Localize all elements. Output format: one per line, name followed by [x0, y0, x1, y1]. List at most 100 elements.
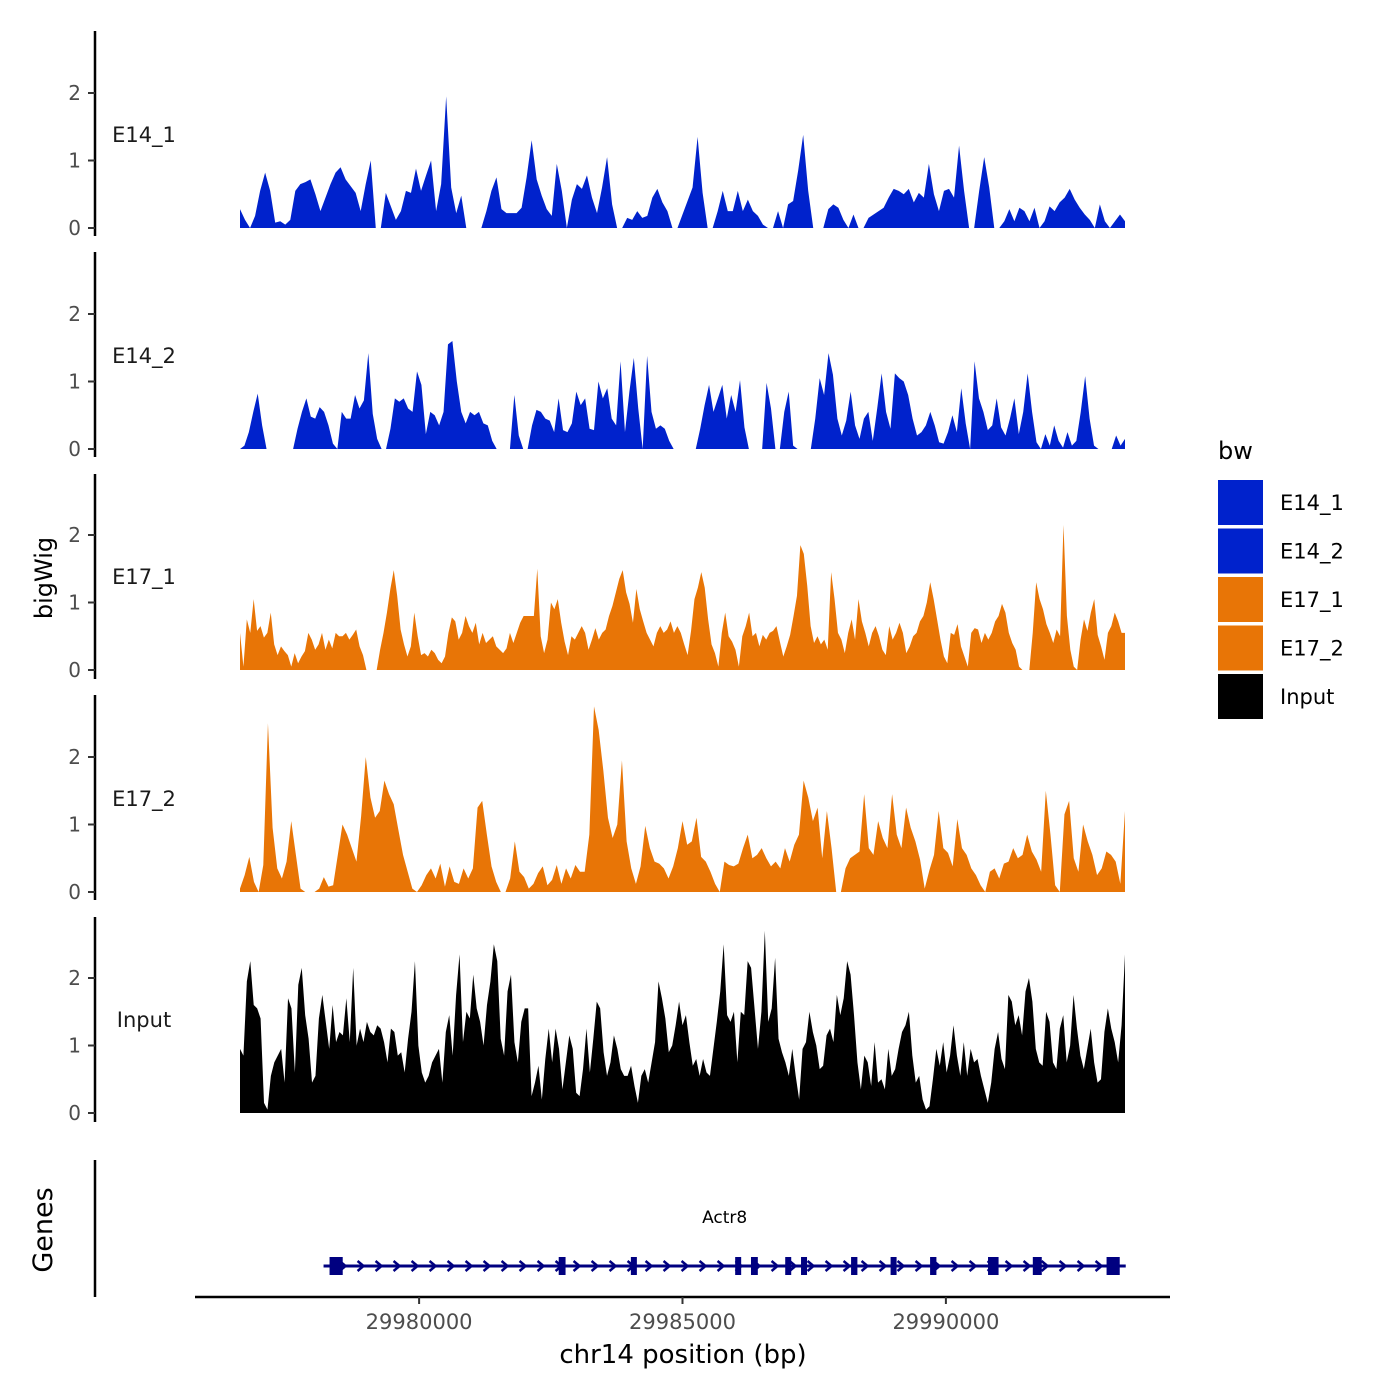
strand-arrow: [914, 1260, 924, 1272]
strand-arrow: [860, 1260, 870, 1272]
track-label: E14_2: [112, 344, 176, 369]
strand-arrow: [1040, 1260, 1050, 1272]
gene-Actr8: Actr8: [323, 1208, 1126, 1275]
track-E14_2: 0 1 2 E14_2: [68, 252, 1125, 461]
track-panels: 0 1 2 E14_1 0 1 2 E14_2 0 1 2 E17_1 0 1 2 E17_2 0 1 2 Input: [68, 31, 1125, 1125]
signal-area-Input: [240, 930, 1125, 1113]
strand-arrow: [644, 1260, 654, 1272]
exon: [750, 1257, 758, 1275]
genes-panel: Actr8: [93, 1160, 1126, 1297]
track-E14_1: 0 1 2 E14_1: [68, 31, 1125, 240]
exon: [329, 1257, 343, 1275]
track-label: Input: [117, 1008, 171, 1032]
exon: [851, 1257, 858, 1275]
y-tick-label: 0: [68, 658, 81, 682]
exon: [630, 1257, 637, 1275]
strand-arrow: [572, 1260, 582, 1272]
strand-arrow: [446, 1260, 456, 1272]
strand-arrow: [410, 1260, 420, 1272]
y-tick-label: 1: [68, 149, 81, 173]
legend: bw E14_1 E14_2 E17_1 E17_2 Input: [1218, 437, 1344, 719]
exon: [785, 1257, 792, 1275]
y-tick-label: 0: [68, 216, 81, 240]
legend-item: E17_2: [1218, 625, 1344, 671]
genes-axis-title: Genes: [28, 1187, 59, 1272]
y-tick-label: 2: [68, 523, 81, 547]
x-tick-label: 29980000: [366, 1310, 473, 1334]
legend-swatch: [1218, 577, 1263, 622]
exon: [735, 1257, 742, 1275]
legend-swatch: [1218, 480, 1263, 525]
strand-arrow: [1076, 1260, 1086, 1272]
legend-swatch: [1218, 674, 1263, 719]
exon: [558, 1257, 566, 1275]
strand-arrow: [1022, 1260, 1032, 1272]
signal-area-E17_1: [240, 524, 1125, 670]
strand-arrow: [608, 1260, 618, 1272]
strand-arrow: [806, 1260, 816, 1272]
track-label: E17_1: [112, 565, 176, 590]
strand-arrow: [374, 1260, 384, 1272]
track-E17_1: 0 1 2 E17_1: [68, 474, 1125, 682]
x-axis: 29980000 29985000 29990000: [195, 1295, 1170, 1334]
strand-arrow: [428, 1260, 438, 1272]
signal-area-E14_1: [240, 96, 1125, 228]
y-tick-label: 0: [68, 1101, 81, 1125]
strand-arrow: [770, 1260, 780, 1272]
exon: [890, 1257, 897, 1275]
y-tick-label: 1: [68, 1034, 81, 1058]
strand-arrow: [356, 1260, 366, 1272]
track-Input: 0 1 2 Input: [68, 917, 1125, 1125]
strand-arrow: [500, 1260, 510, 1272]
y-tick-label: 0: [68, 880, 81, 904]
track-label: E14_1: [112, 123, 176, 148]
legend-swatch: [1218, 625, 1263, 671]
strand-arrow: [698, 1260, 708, 1272]
strand-arrow: [464, 1260, 474, 1272]
y-tick-label: 2: [68, 302, 81, 326]
legend-label: E14_1: [1280, 491, 1344, 516]
y-tick-label: 2: [68, 966, 81, 990]
strand-arrow: [1004, 1260, 1014, 1272]
strand-arrow: [1058, 1260, 1068, 1272]
strand-arrow: [662, 1260, 672, 1272]
strand-arrow: [518, 1260, 528, 1272]
strand-arrow: [950, 1260, 960, 1272]
strand-arrow: [788, 1260, 798, 1272]
gene-name-label: Actr8: [702, 1208, 747, 1228]
strand-arrow: [878, 1260, 888, 1272]
y-axis-title: bigWig: [30, 537, 58, 619]
legend-item: E17_1: [1218, 577, 1344, 622]
y-tick-label: 1: [68, 370, 81, 394]
signal-area-E17_2: [240, 706, 1125, 892]
legend-title: bw: [1218, 437, 1253, 465]
legend-item: Input: [1218, 674, 1334, 719]
legend-label: E17_1: [1280, 588, 1344, 613]
legend-item: E14_2: [1218, 528, 1344, 574]
strand-arrow: [968, 1260, 978, 1272]
y-tick-label: 2: [68, 745, 81, 769]
exon: [988, 1257, 999, 1275]
track-label: E17_2: [112, 787, 176, 812]
exon: [1106, 1257, 1120, 1275]
track-E17_2: 0 1 2 E17_2: [68, 695, 1125, 904]
strand-arrow: [896, 1260, 906, 1272]
x-tick-label: 29990000: [892, 1310, 999, 1334]
signal-area-E14_2: [240, 341, 1125, 449]
legend-item: E14_1: [1218, 480, 1344, 525]
exon: [1032, 1257, 1042, 1275]
y-tick-label: 1: [68, 813, 81, 837]
legend-label: E14_2: [1280, 540, 1344, 565]
x-axis-title: chr14 position (bp): [559, 1340, 806, 1370]
strand-arrow: [392, 1260, 402, 1272]
legend-label: Input: [1280, 685, 1334, 709]
strand-arrow: [590, 1260, 600, 1272]
legend-swatch: [1218, 528, 1263, 574]
x-tick-label: 29985000: [629, 1310, 736, 1334]
y-tick-label: 0: [68, 437, 81, 461]
legend-label: E17_2: [1280, 637, 1344, 662]
strand-arrow: [680, 1260, 690, 1272]
strand-arrow: [1094, 1260, 1104, 1272]
exon: [801, 1257, 808, 1275]
